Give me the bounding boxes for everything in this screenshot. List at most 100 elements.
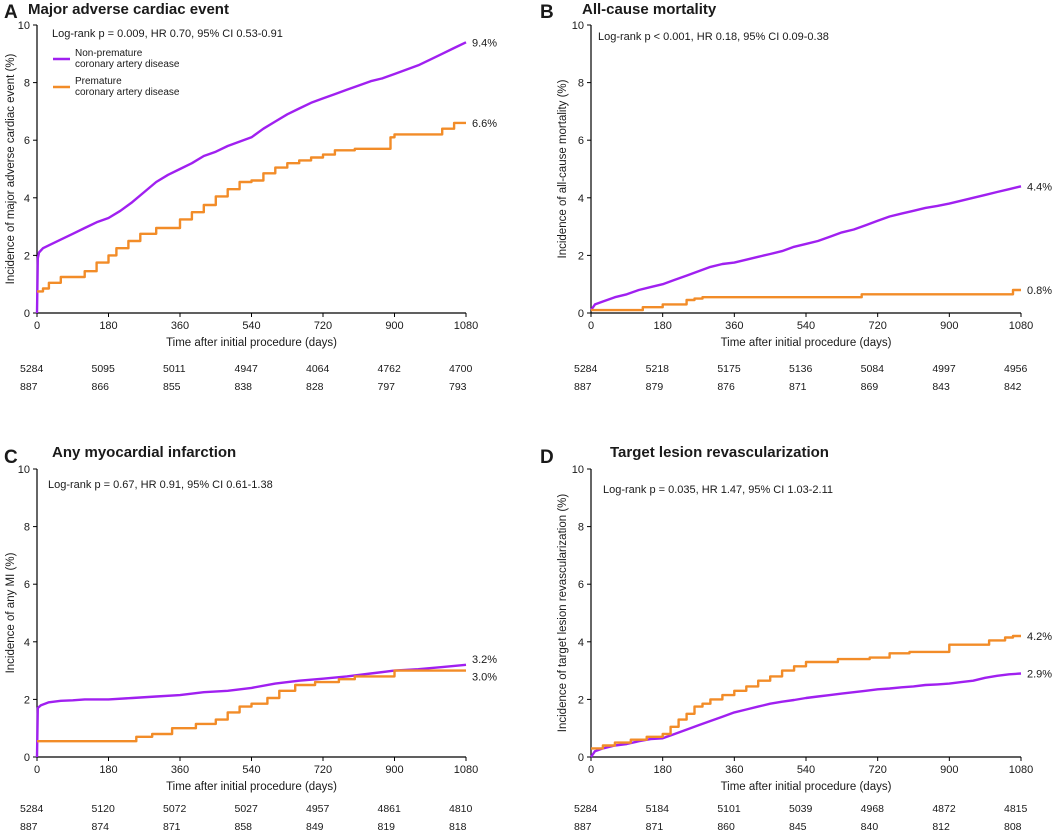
y-tick-label: 2 [578, 694, 584, 706]
risk-table-cell: 808 [1004, 821, 1022, 832]
y-tick-label: 10 [572, 464, 584, 476]
risk-table-cell: 793 [449, 381, 467, 393]
panel-letter: A [4, 2, 18, 23]
y-tick-label: 8 [578, 78, 584, 90]
risk-table-cell: 887 [20, 821, 38, 832]
y-tick-label: 0 [24, 308, 30, 320]
log-rank-annotation: Log-rank p = 0.67, HR 0.91, 95% CI 0.61-… [48, 479, 273, 491]
risk-table-cell: 860 [717, 821, 735, 832]
risk-table-cell: 866 [92, 381, 110, 393]
y-tick-label: 10 [18, 20, 30, 32]
series-line-non-premature [590, 672, 1022, 758]
x-tick-label: 900 [385, 320, 403, 332]
risk-table-cell: 4957 [306, 803, 330, 815]
y-tick-label: 0 [578, 752, 584, 764]
end-value-label: 2.9% [1027, 668, 1052, 680]
x-tick-label: 360 [725, 764, 743, 776]
log-rank-annotation: Log-rank p < 0.001, HR 0.18, 95% CI 0.09… [598, 31, 829, 43]
y-axis-title: Incidence of all-cause mortality (%) [557, 79, 569, 258]
series-line-non-premature [590, 185, 1022, 311]
y-tick-label: 4 [578, 193, 584, 205]
x-axis-title: Time after initial procedure (days) [166, 337, 337, 349]
risk-table-cell: 840 [861, 821, 879, 832]
risk-table-cell: 842 [1004, 381, 1022, 393]
legend-label: Premature [75, 76, 122, 87]
x-tick-label: 720 [868, 320, 886, 332]
x-tick-label: 0 [34, 320, 40, 332]
legend-label: coronary artery disease [75, 87, 180, 98]
series-line-non-premature [35, 663, 467, 758]
x-tick-label: 540 [797, 764, 815, 776]
x-tick-label: 0 [588, 764, 594, 776]
risk-table-cell: 5284 [574, 803, 598, 815]
y-tick-label: 6 [578, 135, 584, 147]
x-tick-label: 540 [242, 320, 260, 332]
panel-b: B All-cause mortality 0 2 4 6 8 10 0 180 360 540 720… [540, 1, 1052, 393]
panel-title: Target lesion revascularization [610, 444, 829, 461]
series-line-premature [37, 669, 466, 743]
risk-table-cell: 887 [574, 381, 592, 393]
x-tick-label: 0 [588, 320, 594, 332]
y-tick-label: 6 [24, 579, 30, 591]
risk-table-cell: 871 [789, 381, 807, 393]
end-value-label: 0.8% [1027, 285, 1052, 297]
y-tick-label: 8 [24, 78, 30, 90]
y-tick-label: 8 [578, 522, 584, 534]
risk-table-cell: 5120 [92, 803, 116, 815]
risk-table-cell: 5218 [646, 363, 670, 375]
risk-table-cell: 4700 [449, 363, 473, 375]
risk-table-cell: 5011 [163, 363, 186, 375]
risk-table-cell: 887 [574, 821, 592, 832]
risk-table-cell: 4815 [1004, 803, 1028, 815]
risk-table-cell: 871 [163, 821, 181, 832]
risk-table-cell: 797 [378, 381, 396, 393]
end-value-label: 9.4% [472, 37, 497, 49]
y-tick-label: 0 [24, 752, 30, 764]
end-value-label: 3.0% [472, 672, 497, 684]
end-value-label: 4.4% [1027, 181, 1052, 193]
x-axis-title: Time after initial procedure (days) [166, 781, 337, 793]
risk-table-cell: 5095 [92, 363, 116, 375]
risk-table-cell: 876 [717, 381, 735, 393]
risk-table-cell: 887 [20, 381, 38, 393]
y-tick-label: 8 [24, 522, 30, 534]
x-tick-label: 1080 [1009, 764, 1033, 776]
risk-table-cell: 874 [92, 821, 110, 832]
risk-table-cell: 5284 [20, 803, 44, 815]
risk-table-cell: 4762 [378, 363, 402, 375]
y-tick-label: 10 [18, 464, 30, 476]
panel-d: D Target lesion revascularization 0 2 4 6 8 10 0… [540, 444, 1052, 833]
risk-table-cell: 5084 [861, 363, 885, 375]
legend-label: coronary artery disease [75, 59, 180, 70]
risk-table-cell: 5027 [235, 803, 259, 815]
risk-table-cell: 5072 [163, 803, 187, 815]
x-tick-label: 180 [99, 764, 117, 776]
x-tick-label: 360 [725, 320, 743, 332]
panel-title: Major adverse cardiac event [28, 1, 229, 18]
risk-table-cell: 5039 [789, 803, 813, 815]
risk-table-cell: 4997 [932, 363, 956, 375]
risk-table-cell: 4861 [378, 803, 402, 815]
x-tick-label: 360 [171, 320, 189, 332]
risk-table-cell: 871 [646, 821, 664, 832]
y-tick-label: 10 [572, 20, 584, 32]
y-tick-label: 2 [24, 250, 30, 262]
risk-table-cell: 4956 [1004, 363, 1028, 375]
x-tick-label: 180 [99, 320, 117, 332]
risk-table-cell: 849 [306, 821, 324, 832]
end-value-label: 3.2% [472, 654, 497, 666]
x-axis-title: Time after initial procedure (days) [721, 781, 892, 793]
risk-table-cell: 5101 [717, 803, 741, 815]
log-rank-annotation: Log-rank p = 0.035, HR 1.47, 95% CI 1.03… [603, 484, 833, 496]
y-tick-label: 6 [24, 135, 30, 147]
x-tick-label: 0 [34, 764, 40, 776]
risk-table-cell: 858 [235, 821, 253, 832]
panel-letter: D [540, 447, 554, 468]
risk-table-cell: 869 [861, 381, 879, 393]
x-tick-label: 900 [940, 320, 958, 332]
risk-table-cell: 838 [235, 381, 253, 393]
x-tick-label: 180 [653, 320, 671, 332]
y-tick-label: 2 [24, 694, 30, 706]
x-tick-label: 540 [242, 764, 260, 776]
